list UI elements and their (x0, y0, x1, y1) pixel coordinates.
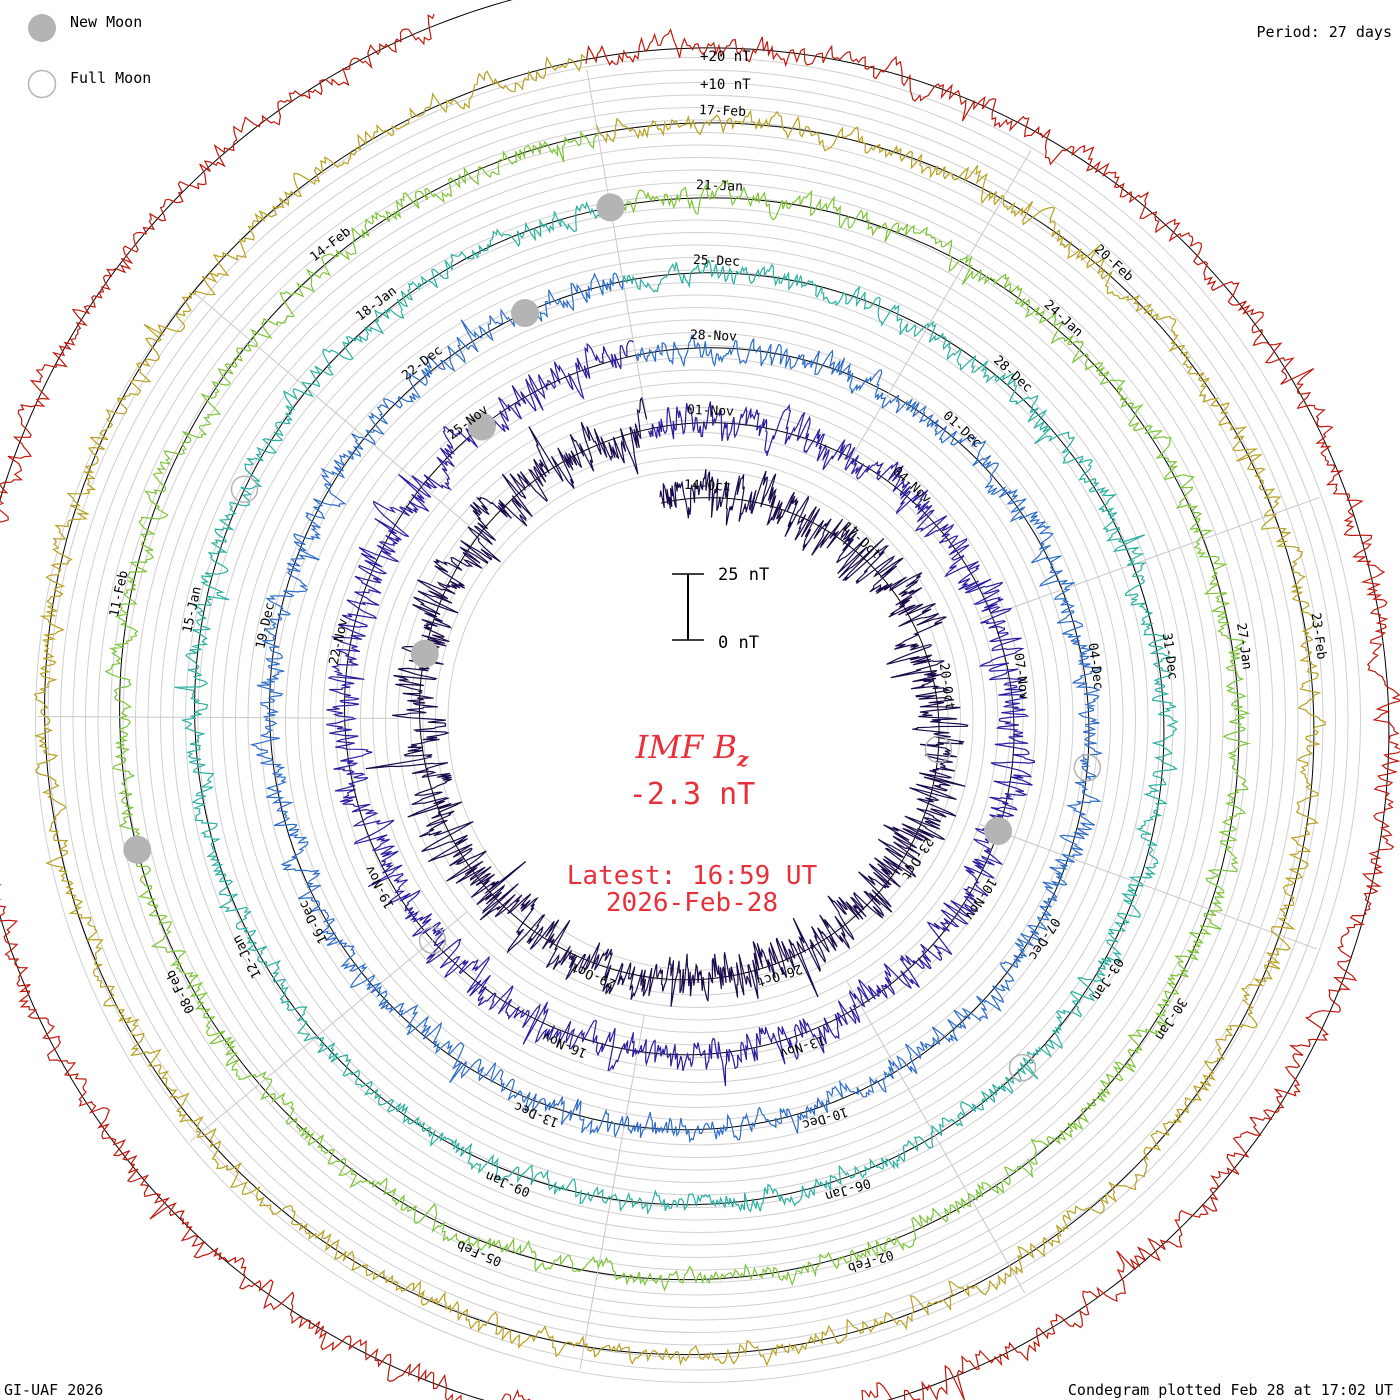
grid-ring (97, 119, 1299, 1321)
grid-ring (35, 57, 1361, 1383)
footer-credit: GI-UAF 2026 (4, 1381, 103, 1399)
grid-ring (322, 344, 1074, 1096)
grid-ring (47, 69, 1349, 1371)
new-moon-marker (596, 193, 625, 222)
date-label: 31-Dec (1159, 632, 1180, 681)
grid-ring (297, 319, 1099, 1121)
grid-ring (272, 294, 1124, 1146)
grid-ring (260, 282, 1136, 1158)
scale-plus-10: +10 nT (700, 77, 751, 93)
scale-bar-top-label: 25 nT (718, 565, 769, 585)
date-label: 14-Oct (684, 478, 732, 495)
period-label: Period: 27 days (1257, 23, 1392, 41)
new-moon-marker (467, 412, 496, 441)
new-moon-marker (123, 835, 152, 864)
grid-ring (110, 132, 1286, 1308)
grid-ring (235, 257, 1161, 1183)
grid-ring (422, 444, 974, 996)
grid-ring (335, 357, 1061, 1083)
grid-ring (410, 432, 986, 1008)
chart-title: IMF Bz (635, 728, 749, 771)
grid-ring (247, 269, 1149, 1171)
date-label: 25-Dec (693, 253, 741, 270)
grid-ring (72, 94, 1324, 1346)
series-trace-2 (249, 272, 1104, 1144)
series-trace-1 (326, 339, 1035, 1087)
grid-spoke (586, 69, 648, 425)
full-moon-marker (1008, 1053, 1037, 1082)
date-label: 17-Feb (699, 103, 747, 120)
grid-ring (60, 82, 1336, 1358)
grid-ring (397, 419, 999, 1021)
grid-ring (360, 382, 1036, 1058)
grid-spoke (848, 149, 1032, 462)
date-label: 22-Dec (399, 343, 445, 384)
latest-date: 2026-Feb-28 (606, 888, 778, 918)
legend-full-moon: Full Moon (70, 69, 151, 87)
grid-spoke (579, 1015, 645, 1370)
grid-spoke (38, 715, 399, 719)
legend-new-moon: New Moon (70, 13, 142, 31)
grid-spoke (979, 823, 1318, 950)
grid-spoke (194, 292, 470, 527)
date-label: 01-Nov (687, 403, 735, 420)
grid-ring (185, 207, 1211, 1233)
grid-ring (135, 157, 1261, 1283)
grid-ring (85, 107, 1311, 1333)
grid-spokes (38, 69, 1320, 1370)
grid-ring (310, 332, 1086, 1108)
scale-plus-20: +20 nT (700, 49, 751, 65)
full-moon-marker (418, 926, 447, 955)
new-moon-icon (28, 14, 56, 42)
series-trace-0 (365, 396, 969, 1007)
new-moon-marker (511, 299, 540, 328)
series-trace-6 (0, 13, 1400, 1400)
moon-markers (123, 193, 1102, 1082)
grid-ring (385, 407, 1011, 1033)
date-label: 08-Feb (163, 967, 198, 1016)
date-labels: 14-Oct17-Oct20-Oct23-Oct26-Oct29-Oct01-N… (107, 103, 1329, 1275)
new-moon-marker (984, 817, 1013, 846)
date-label: 27-Jan (1233, 622, 1254, 671)
new-moon-marker (410, 639, 439, 668)
scale-bar-bottom-label: 0 nT (718, 633, 759, 653)
grid-ring (285, 307, 1111, 1133)
full-moon-marker (1073, 753, 1102, 782)
footer-plot-time: Condegram plotted Feb 28 at 17:02 UT (1068, 1381, 1393, 1399)
data-traces (0, 13, 1400, 1400)
grid-ring (197, 219, 1199, 1221)
date-label: 23-Feb (1307, 612, 1328, 661)
series-trace-5 (33, 53, 1326, 1367)
full-moon-marker (924, 735, 953, 764)
grid-ring (122, 144, 1274, 1296)
grid-ring (447, 469, 949, 971)
date-label: 04-Dec (1084, 642, 1105, 691)
scale-bar (672, 573, 704, 641)
date-label: 21-Jan (696, 178, 744, 195)
grid-ring (210, 232, 1186, 1208)
grid-spoke (846, 980, 1026, 1294)
title-sub: z (736, 747, 749, 771)
date-label: 05-Feb (455, 1237, 504, 1269)
date-label: 28-Nov (690, 328, 738, 345)
grid-spoke (189, 911, 468, 1142)
current-value: -2.3 nT (629, 777, 755, 812)
series-trace-4 (104, 130, 1251, 1292)
full-moon-marker (230, 475, 259, 503)
grid-ring (172, 194, 1224, 1246)
title-main: IMF B (635, 728, 737, 766)
series-trace-3 (174, 194, 1179, 1215)
date-label: 20-Oct (936, 662, 957, 711)
grid-spoke (980, 497, 1320, 620)
full-moon-icon (27, 69, 57, 99)
grid-ring (147, 169, 1249, 1271)
latest-time: Latest: 16:59 UT (567, 861, 818, 891)
date-label: 18-Jan (353, 284, 399, 325)
date-label: 07-Nov (1010, 652, 1031, 701)
